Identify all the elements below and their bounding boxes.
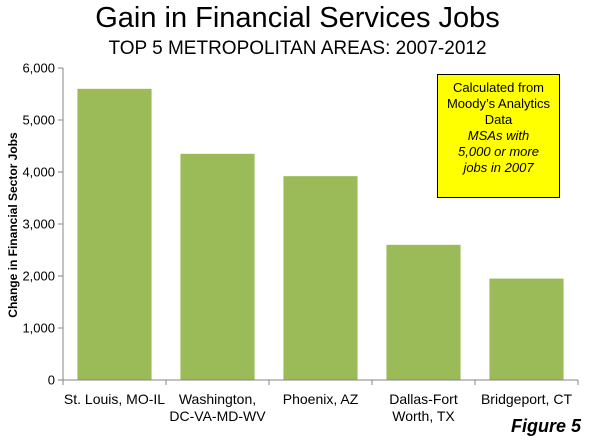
note-line: Calculated from — [452, 80, 545, 95]
x-tick-label: Bridgeport, CT — [481, 391, 572, 407]
note-italic-line: jobs in 2007 — [463, 160, 534, 175]
x-tick-label-line: Phoenix, AZ — [283, 391, 359, 407]
x-tick-label: St. Louis, MO-IL — [64, 391, 165, 407]
y-tick-label: 0 — [48, 373, 55, 388]
note-line: Moody’s Analytics — [446, 96, 551, 111]
x-tick-label-line: St. Louis, MO-IL — [64, 391, 165, 407]
y-tick-label: 6,000 — [22, 61, 55, 76]
x-tick-label-line: Washington, — [179, 391, 256, 407]
bar — [489, 278, 564, 380]
axes — [58, 67, 579, 385]
chart-title: Gain in Financial Services Jobs — [95, 2, 500, 34]
y-tick-label: 5,000 — [22, 113, 55, 128]
labels: St. Louis, MO-IL Washington, DC-VA-MD-WVPh… — [22, 61, 572, 425]
bar — [283, 176, 358, 380]
note-italic-line: MSAs with — [467, 128, 530, 143]
y-axis-title: Change in Financial Sector Jobs — [6, 132, 20, 318]
note-box: Calculated from Moody’s Analytics Data M… — [437, 74, 560, 198]
x-tick-label-line: DC-VA-MD-WV — [169, 408, 266, 424]
chart-subtitle: TOP 5 METROPOLITAN AREAS: 2007-2012 — [108, 38, 487, 59]
bar — [77, 88, 152, 381]
note-italic-line: 5,000 or more — [458, 144, 539, 159]
y-tick-label: 4,000 — [22, 165, 55, 180]
y-tick-label: 2,000 — [22, 269, 55, 284]
bar — [180, 153, 255, 380]
figure-label: Figure 5 — [510, 416, 581, 436]
y-tick-label: 3,000 — [22, 217, 55, 232]
y-tick-label: 1,000 — [22, 321, 55, 336]
x-tick-label-line: Worth, TX — [392, 408, 455, 424]
x-tick-label-line: Bridgeport, CT — [481, 391, 572, 407]
bar — [386, 244, 461, 380]
note-line: Data — [484, 112, 513, 127]
bars — [77, 88, 564, 381]
x-tick-label-line: Dallas-Fort — [389, 391, 458, 407]
x-tick-label: Phoenix, AZ — [283, 391, 359, 407]
x-tick-label: Dallas-Fort Worth, TX — [389, 391, 458, 424]
x-tick-label: Washington, DC-VA-MD-WV — [169, 391, 266, 424]
